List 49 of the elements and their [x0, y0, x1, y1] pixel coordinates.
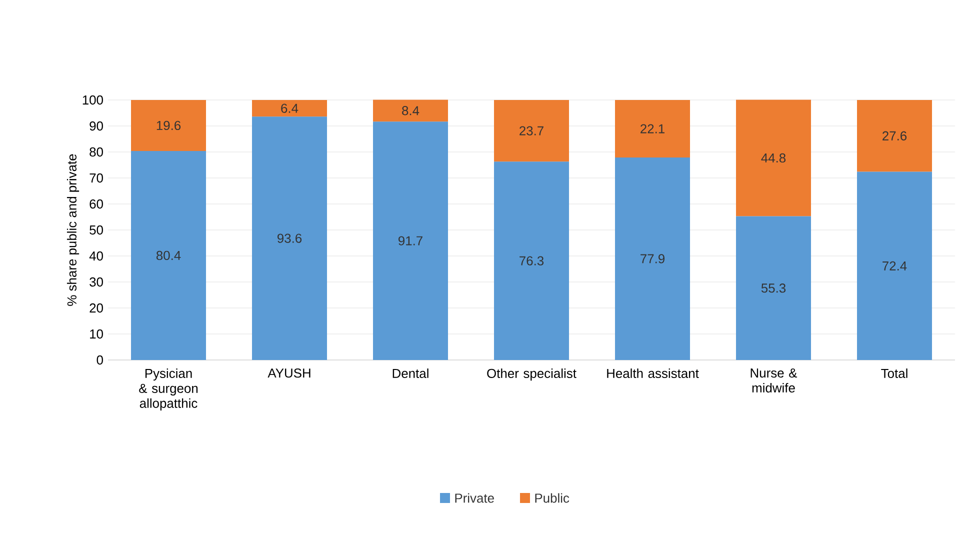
- data-label: 8.4: [402, 106, 420, 116]
- data-label: 27.6: [882, 131, 907, 140]
- x-tick-label: Other specialist: [487, 368, 576, 381]
- bar: [615, 100, 690, 158]
- x-tick-label: AYUSH: [268, 368, 310, 378]
- bar: [736, 216, 812, 360]
- x-tick-label: Health assistant: [607, 368, 699, 378]
- bar: [494, 162, 570, 360]
- bar: [131, 100, 206, 151]
- data-label: 22.1: [640, 124, 664, 134]
- bar: [131, 150, 206, 360]
- y-axis-title: % share public and private: [66, 154, 80, 306]
- y-tick-label: 70: [90, 173, 103, 183]
- y-tick-label: 30: [90, 277, 103, 287]
- bar: [857, 100, 932, 172]
- data-label: 19.6: [156, 120, 181, 130]
- y-tick-label: 60: [90, 199, 103, 209]
- legend-label: Public: [535, 493, 570, 503]
- bar: [615, 157, 690, 360]
- bar: [373, 122, 448, 360]
- y-tick-label: 90: [90, 121, 103, 131]
- x-tick-label: Nurse & midwife: [750, 368, 798, 393]
- data-label: 80.4: [156, 250, 181, 260]
- data-label: 55.3: [761, 284, 786, 293]
- data-label: 76.3: [520, 256, 544, 266]
- data-label: 72.4: [882, 261, 907, 270]
- bar: [736, 100, 812, 216]
- y-tick-label: 20: [90, 303, 103, 313]
- data-label: 91.7: [398, 236, 422, 246]
- y-tick-label: 0: [96, 355, 103, 365]
- data-label: 6.4: [281, 104, 298, 113]
- x-tick-label: Dental: [392, 368, 428, 378]
- y-tick-label: 100: [82, 95, 103, 105]
- bar: [494, 100, 570, 162]
- bar: [252, 116, 328, 360]
- legend-label: Private: [455, 493, 494, 503]
- bar: [373, 100, 448, 122]
- y-tick-label: 10: [90, 329, 103, 339]
- x-tick-label: Pysician & surgeon allopatthic: [139, 368, 198, 410]
- data-label: 77.9: [640, 254, 664, 264]
- bar: [252, 100, 328, 117]
- data-label: 44.8: [761, 153, 786, 163]
- y-tick-label: 80: [90, 147, 103, 157]
- data-label: 93.6: [278, 234, 302, 243]
- bar: [857, 172, 932, 360]
- x-tick-label: Total: [881, 368, 908, 378]
- y-tick-label: 40: [89, 251, 103, 261]
- y-tick-label: 50: [90, 225, 103, 235]
- data-label: 23.7: [520, 126, 544, 136]
